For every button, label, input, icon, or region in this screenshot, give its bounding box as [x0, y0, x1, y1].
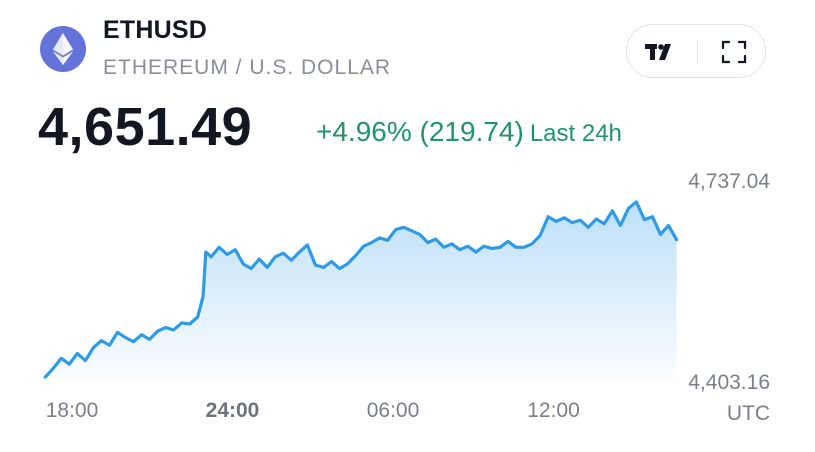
x-tick-label: 24:00 [206, 399, 260, 422]
ethereum-logo-icon [40, 26, 86, 72]
x-tick-label: 18:00 [46, 399, 99, 422]
price-change-value: +4.96% (219.74) [316, 116, 524, 147]
last-price: 4,651.49 [38, 97, 253, 157]
chart-toolbar [626, 24, 766, 78]
x-tick-label: 12:00 [527, 399, 580, 422]
fullscreen-icon [721, 40, 747, 64]
tradingview-logo-button[interactable] [641, 33, 679, 71]
toolbar-divider [697, 39, 698, 65]
timezone-label: UTC [727, 402, 770, 425]
symbol-title: ETHUSD [103, 16, 207, 44]
price-chart[interactable]: 18:00 24:00 06:00 12:00 UTC 4,737.04 4,403.16 [0, 150, 815, 450]
y-tick-label: 4,737.04 [688, 170, 770, 193]
price-line [43, 200, 679, 379]
fullscreen-button[interactable] [715, 33, 753, 71]
x-tick-label: 06:00 [367, 399, 420, 422]
price-area-fill [45, 201, 677, 380]
tradingview-logo-icon [645, 44, 671, 60]
symbol-full-name: ETHEREUM / U.S. DOLLAR [103, 56, 392, 79]
change-period: Last 24h [529, 120, 622, 147]
price-change: +4.96% (219.74) Last 24h [316, 116, 622, 148]
y-tick-label: 4,403.16 [688, 371, 770, 394]
